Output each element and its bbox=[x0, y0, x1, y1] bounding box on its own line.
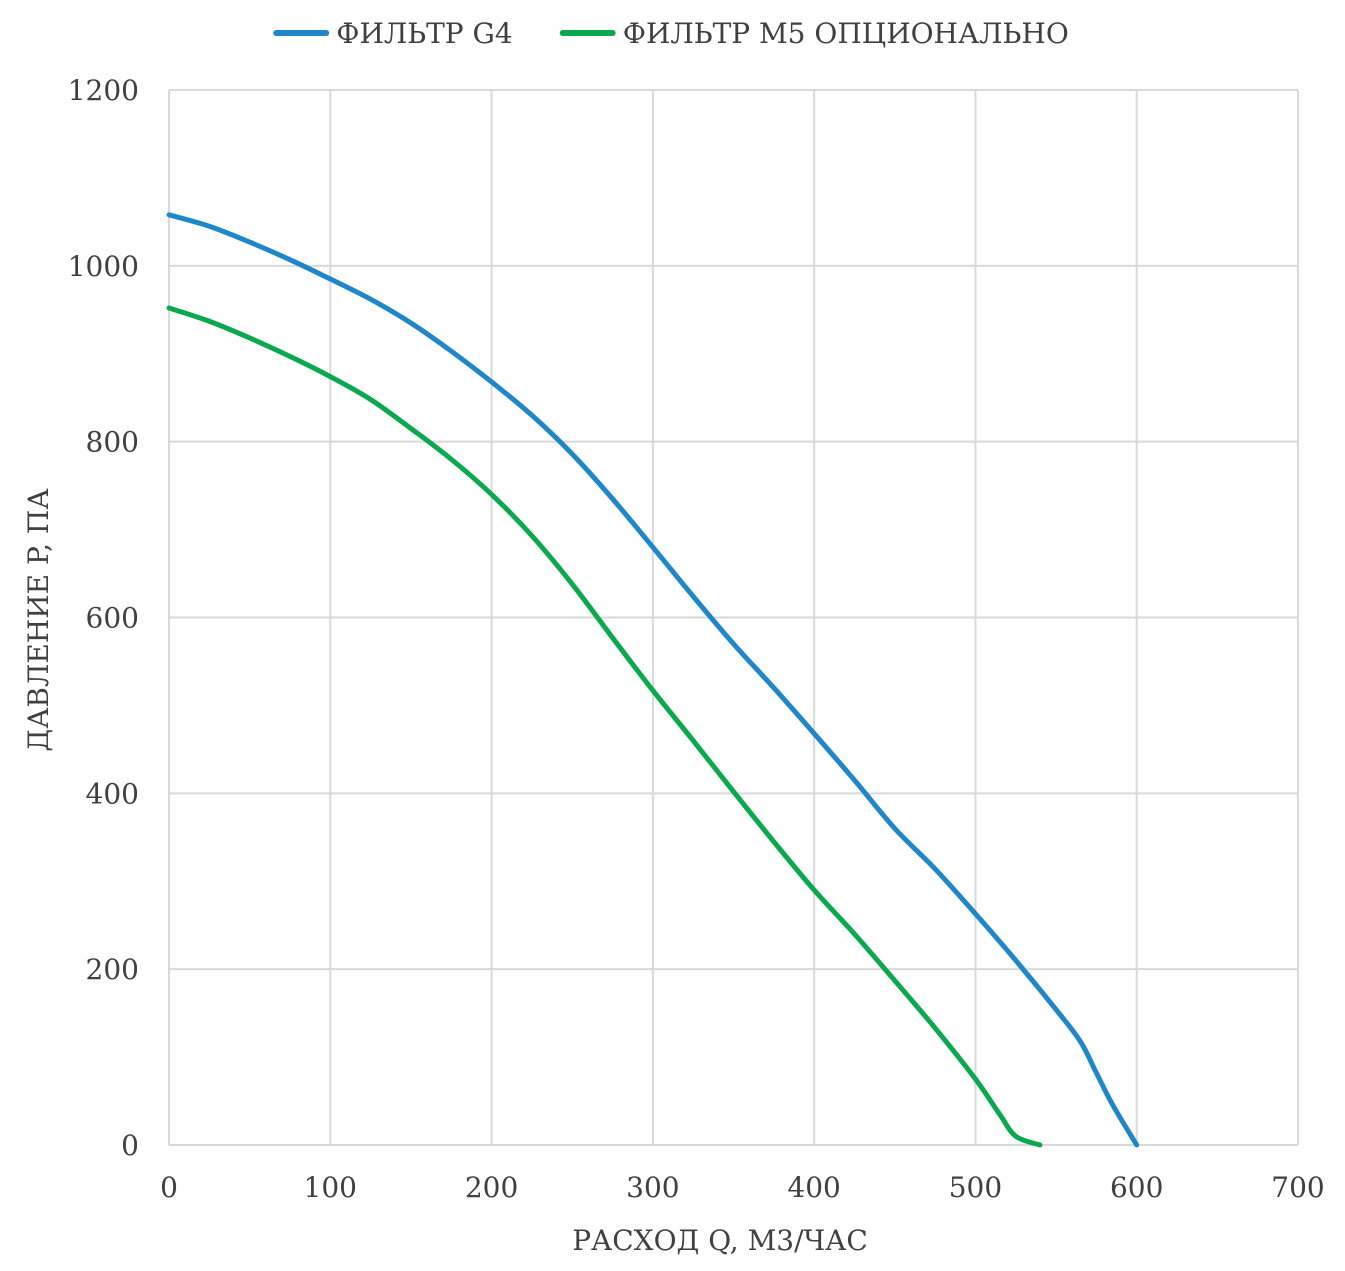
x-axis-title: РАСХОД Q, М3/ЧАС bbox=[572, 1224, 868, 1257]
x-tick-label: 600 bbox=[1110, 1171, 1163, 1204]
legend-label-1: ФИЛЬТР G4 bbox=[336, 17, 513, 50]
series-lines bbox=[166, 212, 1140, 1148]
grid bbox=[168, 89, 1299, 1146]
y-tick-label: 1200 bbox=[68, 74, 139, 107]
x-tick-label: 500 bbox=[949, 1171, 1002, 1204]
x-axis-ticks: 0 100 200 300 400 500 600 700 bbox=[160, 1171, 1325, 1204]
y-tick-label: 800 bbox=[86, 426, 139, 459]
y-tick-label: 600 bbox=[86, 602, 139, 635]
x-tick-label: 300 bbox=[626, 1171, 679, 1204]
y-tick-label: 400 bbox=[86, 777, 139, 810]
series-line-2 bbox=[166, 305, 1043, 1148]
x-tick-label: 0 bbox=[160, 1171, 178, 1204]
x-tick-label: 700 bbox=[1271, 1171, 1324, 1204]
x-tick-label: 100 bbox=[304, 1171, 357, 1204]
y-axis-ticks: 0 200 400 600 800 1000 1200 bbox=[68, 74, 139, 1162]
y-tick-label: 0 bbox=[121, 1129, 139, 1162]
y-axis-title: ДАВЛЕНИЕ P, ПА bbox=[22, 488, 55, 751]
y-tick-label: 200 bbox=[86, 953, 139, 986]
legend-label-2: ФИЛЬТР М5 ОПЦИОНАЛЬНО bbox=[623, 17, 1069, 50]
x-tick-label: 200 bbox=[465, 1171, 518, 1204]
legend: ФИЛЬТР G4 ФИЛЬТР М5 ОПЦИОНАЛЬНО bbox=[273, 17, 1069, 50]
y-tick-label: 1000 bbox=[68, 250, 139, 283]
series-line-1 bbox=[166, 212, 1140, 1148]
x-tick-label: 400 bbox=[787, 1171, 840, 1204]
